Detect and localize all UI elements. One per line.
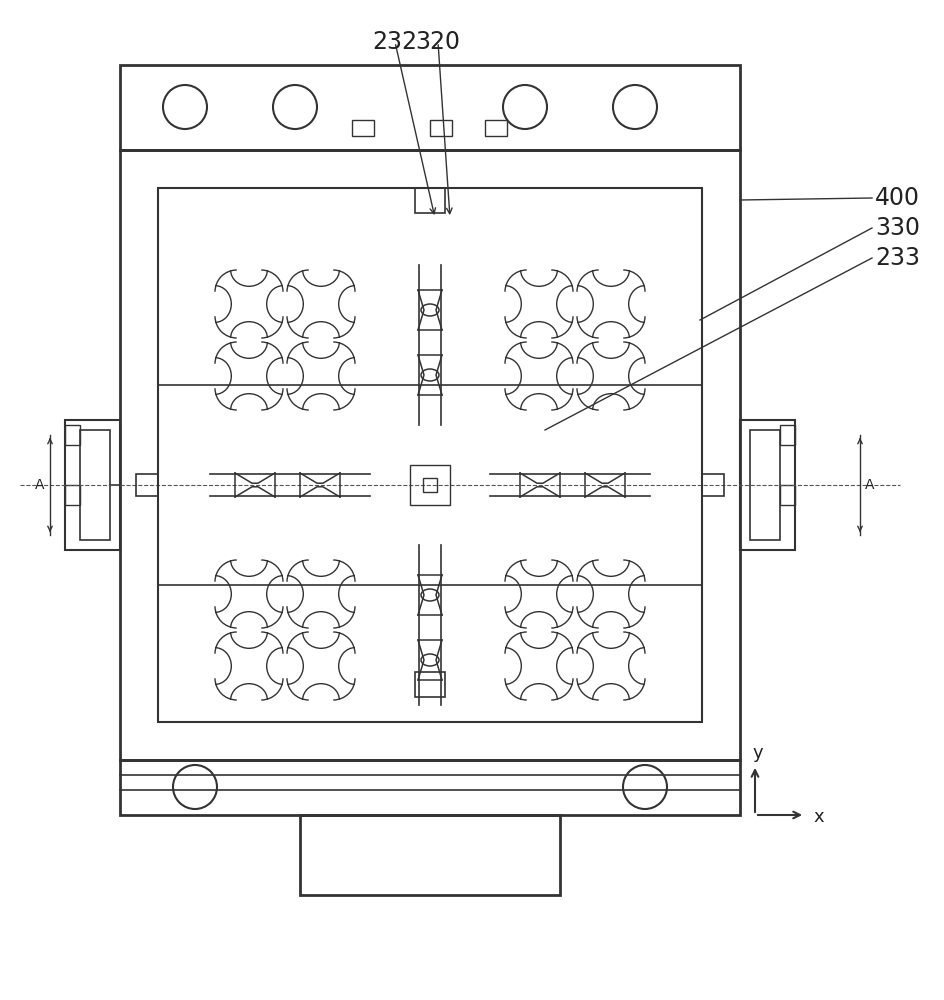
Bar	[415, 672, 445, 697]
Bar	[430, 120, 452, 136]
Text: 330: 330	[875, 216, 920, 240]
Text: A: A	[866, 478, 875, 492]
Text: x: x	[813, 808, 823, 826]
Bar	[485, 120, 507, 136]
Text: 233: 233	[875, 246, 920, 270]
Bar	[780, 425, 795, 445]
Text: 320: 320	[415, 30, 461, 54]
Bar	[410, 465, 450, 505]
Bar	[702, 474, 724, 496]
Bar	[120, 65, 740, 150]
Bar	[415, 188, 445, 213]
Text: A: A	[35, 478, 44, 492]
Bar	[750, 430, 780, 540]
Bar	[65, 425, 80, 445]
Bar	[158, 188, 702, 722]
Bar	[780, 485, 795, 505]
Bar	[120, 150, 740, 760]
Text: 400: 400	[875, 186, 920, 210]
Bar	[80, 430, 110, 540]
Bar	[136, 474, 158, 496]
Bar	[120, 760, 740, 815]
Bar	[352, 120, 374, 136]
Bar	[65, 420, 120, 550]
Bar	[300, 815, 560, 895]
Text: 232: 232	[373, 30, 417, 54]
Bar	[65, 485, 80, 505]
Bar	[740, 420, 795, 550]
Text: y: y	[752, 744, 764, 762]
Bar	[423, 478, 437, 492]
